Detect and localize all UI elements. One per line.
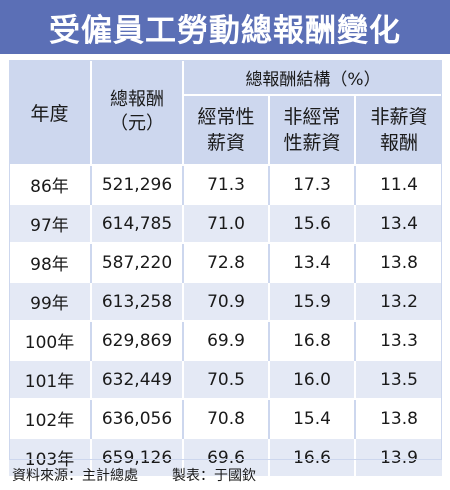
header-year: 年度 <box>9 60 91 165</box>
footer-credits: 資料來源：主計總處 製表：于國欽 <box>12 463 256 487</box>
table-row: 97年 614,785 71.0 15.6 13.4 <box>9 203 443 243</box>
cell-total: 636,056 <box>90 398 183 438</box>
cell-irregular: 17.3 <box>268 164 355 204</box>
cell-irregular: 16.8 <box>268 320 355 360</box>
cell-total: 629,869 <box>90 320 183 360</box>
cell-total: 587,220 <box>90 242 183 282</box>
cell-regular: 69.6 <box>182 437 269 476</box>
cell-regular: 71.0 <box>182 203 269 243</box>
table-row: 100年 629,869 69.9 16.8 13.3 <box>9 320 443 360</box>
header-nonwage-line2: 報酬 <box>380 132 419 154</box>
table-row: 86年 521,296 71.3 17.3 11.4 <box>9 164 443 204</box>
cell-nonwage: 13.9 <box>353 437 443 476</box>
table-row: 102年 636,056 70.8 15.4 13.8 <box>9 398 443 438</box>
header-total-line2: （元） <box>110 113 164 134</box>
cell-nonwage: 11.4 <box>353 164 443 204</box>
header-nonwage: 非薪資 報酬 <box>353 95 443 165</box>
cell-regular: 69.9 <box>182 320 269 360</box>
cell-irregular: 13.4 <box>268 242 355 282</box>
source-note: 資料來源：主計總處 <box>12 468 138 484</box>
cell-year: 97年 <box>9 203 91 243</box>
cell-nonwage: 13.2 <box>353 281 443 321</box>
cell-total: 521,296 <box>90 164 183 204</box>
table-row: 98年 587,220 72.8 13.4 13.8 <box>9 242 443 282</box>
header-irregular-line1: 非經常 <box>283 106 341 128</box>
cell-year: 101年 <box>9 359 91 399</box>
cell-total: 632,449 <box>90 359 183 399</box>
cell-year: 99年 <box>9 281 91 321</box>
table-row: 101年 632,449 70.5 16.0 13.5 <box>9 359 443 399</box>
cell-regular: 70.9 <box>182 281 269 321</box>
compensation-table: 年度 總報酬 （元） 總報酬結構（%） 經常性 薪資 非經常 性薪資 非薪資 <box>9 60 443 476</box>
cell-regular: 70.5 <box>182 359 269 399</box>
cell-total: 659,126 <box>90 437 183 476</box>
header-regular-line2: 薪資 <box>206 132 245 154</box>
table-row: 103年 659,126 69.6 16.6 13.9 <box>9 437 443 476</box>
cell-irregular: 16.6 <box>268 437 355 476</box>
cell-year: 86年 <box>9 164 91 204</box>
cell-total: 614,785 <box>90 203 183 243</box>
cell-total: 613,258 <box>90 281 183 321</box>
page-title: 受僱員工勞動總報酬變化 <box>0 0 450 54</box>
cell-regular: 70.8 <box>182 398 269 438</box>
cell-year: 100年 <box>9 320 91 360</box>
header-total-line1: 總報酬 <box>110 89 164 110</box>
header-total: 總報酬 （元） <box>90 60 183 165</box>
maker-note: 製表：于國欽 <box>172 468 256 484</box>
cell-regular: 71.3 <box>182 164 269 204</box>
table-row: 99年 613,258 70.9 15.9 13.2 <box>9 281 443 321</box>
cell-irregular: 15.9 <box>268 281 355 321</box>
cell-irregular: 15.4 <box>268 398 355 438</box>
cell-regular: 72.8 <box>182 242 269 282</box>
header-irregular-line2: 性薪資 <box>283 132 341 154</box>
cell-year: 98年 <box>9 242 91 282</box>
cell-nonwage: 13.4 <box>353 203 443 243</box>
cell-irregular: 15.6 <box>268 203 355 243</box>
cell-nonwage: 13.5 <box>353 359 443 399</box>
cell-year: 102年 <box>9 398 91 438</box>
cell-nonwage: 13.3 <box>353 320 443 360</box>
header-structure: 總報酬結構（%） <box>181 60 443 96</box>
cell-nonwage: 13.8 <box>353 398 443 438</box>
header-regular-line1: 經常性 <box>197 106 255 128</box>
cell-nonwage: 13.8 <box>353 242 443 282</box>
header-regular-salary: 經常性 薪資 <box>182 95 269 165</box>
data-table-container: 年度 總報酬 （元） 總報酬結構（%） 經常性 薪資 非經常 性薪資 非薪資 <box>9 60 443 476</box>
cell-year: 103年 <box>9 437 91 476</box>
cell-irregular: 16.0 <box>268 359 355 399</box>
header-nonwage-line1: 非薪資 <box>370 106 428 128</box>
header-irregular-salary: 非經常 性薪資 <box>268 95 355 165</box>
